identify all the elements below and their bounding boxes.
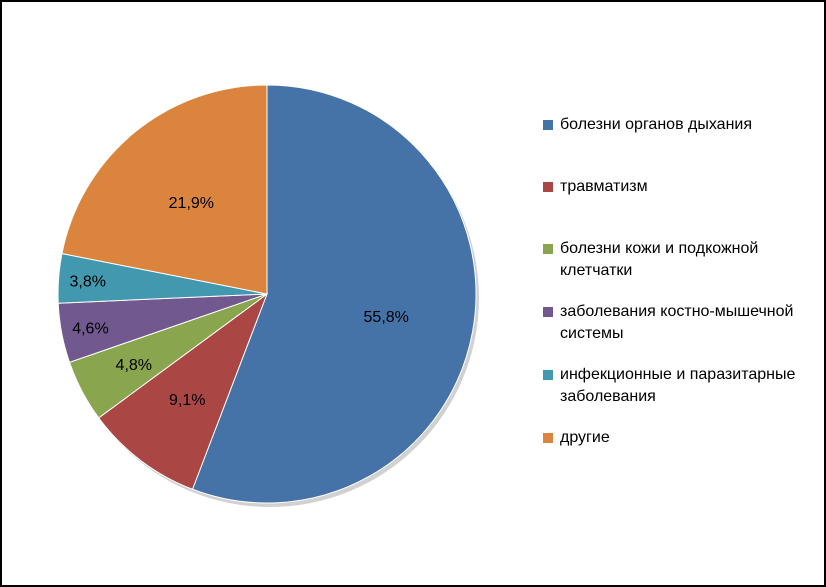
legend-item-skin: болезни кожи и подкожной клетчатки [543,238,815,282]
data-label-musculoskeletal: 4,6% [72,321,108,338]
pie-slice-trauma [97,292,269,490]
legend-label-respiratory: болезни органов дыхания [560,116,752,133]
legend-item-trauma: травматизм [543,176,815,198]
legend-item-other: другие [543,427,815,449]
data-label-trauma: 9,1% [169,392,205,409]
legend-item-infectious: инфекционные и паразитарные заболевания [543,364,815,408]
legend-swatch-infectious [543,370,553,380]
data-label-infectious: 3,8% [70,273,106,290]
legend-label-infectious: инфекционные и паразитарные заболевания [560,366,796,405]
pie-slice-other [61,84,268,295]
data-label-skin: 4,8% [116,357,152,374]
legend-label-musculoskeletal: заболевания костно-мышечной системы [560,303,794,342]
legend-swatch-skin [543,244,553,254]
legend-swatch-musculoskeletal [543,307,553,317]
legend-label-other: другие [560,429,610,446]
legend-label-skin: болезни кожи и подкожной клетчатки [560,240,759,279]
legend-swatch-respiratory [543,120,553,130]
data-label-other: 21,9% [169,195,214,212]
legend-swatch-other [543,433,553,443]
legend-label-trauma: травматизм [560,178,648,195]
legend-item-respiratory: болезни органов дыхания [543,114,815,136]
legend-item-musculoskeletal: заболевания костно-мышечной системы [543,301,815,345]
data-label-respiratory: 55,8% [364,309,409,326]
legend-swatch-trauma [543,182,553,192]
pie-slice-respiratory [191,84,477,504]
